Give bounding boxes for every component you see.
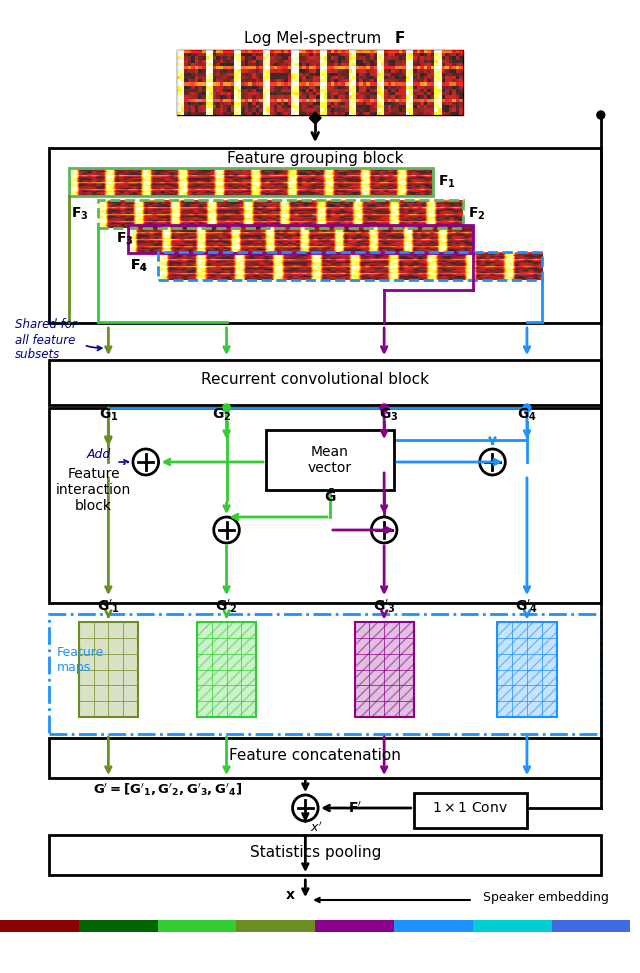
Circle shape [292,795,318,821]
Text: $\mathbf{G_4}$: $\mathbf{G_4}$ [517,407,537,423]
Text: $\mathbf{G_1}$: $\mathbf{G_1}$ [99,407,118,423]
Text: $\mathbf{G'_3}$: $\mathbf{G'_3}$ [372,597,396,615]
Bar [49,408,601,603]
Text: $\mathbf{G_3}$: $\mathbf{G_3}$ [380,407,399,423]
Bar [177,50,463,115]
Text: $\mathbf{F_3}$: $\mathbf{F_3}$ [116,231,134,247]
Bar [552,920,630,932]
Circle shape [380,404,388,412]
Bar [49,360,601,405]
Text: $\mathbf{F_4}$: $\mathbf{F_4}$ [130,258,148,274]
Text: Mean
vector: Mean vector [308,445,352,475]
Circle shape [214,517,239,543]
Bar [79,920,157,932]
Circle shape [479,449,506,475]
Text: $\mathbf{G'_2}$: $\mathbf{G'_2}$ [215,597,238,615]
Bar [49,614,601,734]
Text: $\mathbf{G_2}$: $\mathbf{G_2}$ [212,407,231,423]
Text: $x'$: $x'$ [310,821,323,835]
Text: $\mathbf{G'_4}$: $\mathbf{G'_4}$ [515,597,538,615]
Text: Feature grouping block: Feature grouping block [227,151,403,165]
Bar [197,622,256,717]
Bar [394,920,473,932]
Bar [497,622,557,717]
Circle shape [371,517,397,543]
Text: $\mathbf{F_4}$: $\mathbf{F_4}$ [130,258,148,274]
Text: $\mathbf{F_2}$: $\mathbf{F_2}$ [468,206,485,222]
Bar [355,622,413,717]
Bar [355,622,413,717]
Text: $\mathbf{F}$: $\mathbf{F}$ [394,30,405,46]
Text: $\mathbf{F_3}$: $\mathbf{F_3}$ [71,206,88,222]
Bar [128,225,473,253]
Bar [473,920,552,932]
Text: Add: Add [86,449,111,461]
Text: $\mathbf{x}$: $\mathbf{x}$ [285,888,296,902]
Circle shape [523,404,531,412]
Text: Feature
interaction
block: Feature interaction block [56,467,131,513]
Text: $\bar{\mathbf{G}}$: $\bar{\mathbf{G}}$ [324,488,336,505]
Bar [99,200,463,228]
Bar [49,738,601,778]
Text: Feature
maps: Feature maps [57,646,104,674]
Circle shape [223,404,230,412]
Bar [413,793,527,828]
Text: Shared for
all feature
subsets: Shared for all feature subsets [15,318,77,362]
Text: $1\times1$ Conv: $1\times1$ Conv [433,801,508,815]
Text: Log Mel-spectrum: Log Mel-spectrum [244,30,387,46]
Bar [157,252,541,280]
Circle shape [597,111,605,119]
Circle shape [133,449,159,475]
Bar [49,148,601,323]
Bar [236,920,315,932]
Bar [69,168,433,196]
Bar [497,622,557,717]
Text: Feature concatenation: Feature concatenation [229,748,401,764]
Polygon shape [309,112,321,124]
Text: $\mathbf{G'_1}$: $\mathbf{G'_1}$ [97,597,120,615]
Bar [315,920,394,932]
Text: Statistics pooling: Statistics pooling [250,846,381,860]
Bar [79,622,138,717]
Bar [0,920,79,932]
Text: $\mathbf{F_1}$: $\mathbf{F_1}$ [438,174,456,190]
Text: Recurrent convolutional block: Recurrent convolutional block [201,373,429,387]
Text: Speaker embedding: Speaker embedding [483,890,609,904]
Bar [49,835,601,875]
Bar [266,430,394,490]
Bar [197,622,256,717]
Bar [157,920,236,932]
Text: $\mathbf{G'=[G'_1, G'_2, G'_3, G'_4]}$: $\mathbf{G'=[G'_1, G'_2, G'_3, G'_4]}$ [93,781,242,798]
Text: $\mathbf{F'}$: $\mathbf{F'}$ [348,801,362,815]
